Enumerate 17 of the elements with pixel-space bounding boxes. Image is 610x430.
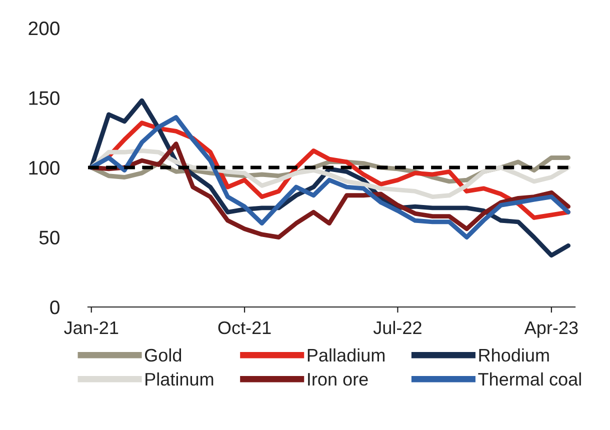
y-tick-label: 50 [39, 230, 60, 244]
x-tick-label: Apr-23 [524, 321, 578, 338]
y-tick-label: 200 [28, 21, 60, 36]
legend-label: Thermal coal [478, 372, 581, 386]
y-tick-label: 100 [29, 160, 60, 175]
legend-label: Palladium [308, 348, 384, 362]
y-tick-label: 0 [50, 300, 60, 314]
legend-label: Platinum [146, 372, 214, 386]
legend-label: Iron ore [308, 373, 368, 386]
x-tick-label: Jul-22 [373, 320, 422, 334]
line-series [89, 142, 570, 240]
x-tick-label: Jan-21 [64, 321, 118, 334]
x-tick-label: Oct-21 [218, 321, 271, 334]
legend-label: Rhodium [479, 348, 549, 362]
y-tick-label: 150 [29, 91, 60, 105]
line-series [89, 115, 570, 240]
legend-label: Gold [144, 348, 182, 362]
